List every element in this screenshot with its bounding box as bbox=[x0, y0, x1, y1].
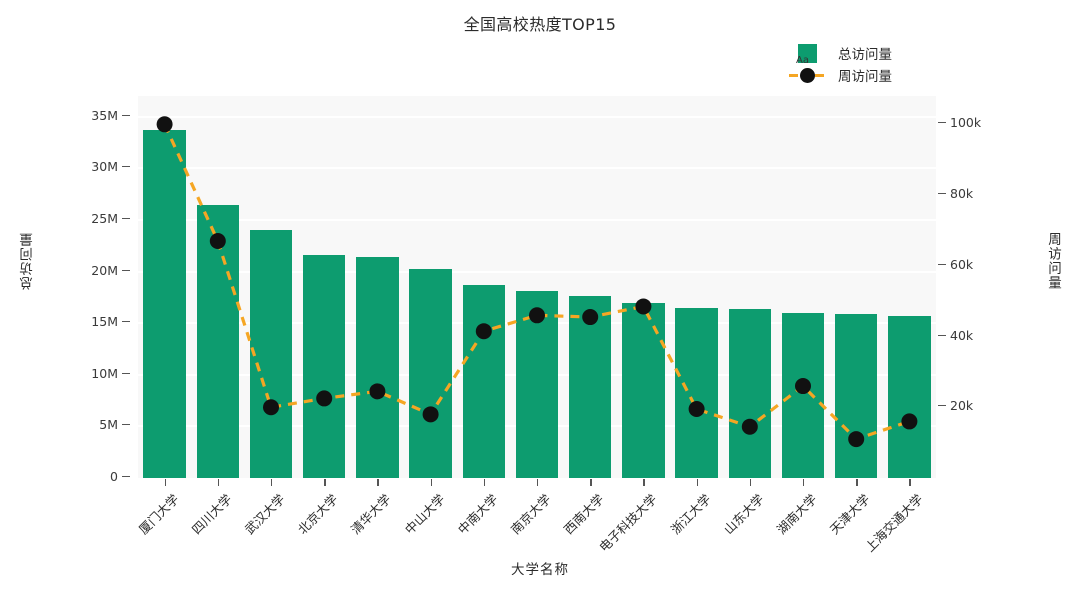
bar[interactable] bbox=[728, 308, 772, 478]
gridline bbox=[138, 115, 936, 118]
x-axis-tick-label: 清华大学 bbox=[348, 491, 395, 538]
y-axis-left-tick-label: 30M bbox=[0, 159, 130, 174]
chart-title: 全国高校热度TOP15 bbox=[463, 15, 617, 34]
line-marker[interactable] bbox=[156, 116, 173, 133]
legend-aa-text-overlay: Aa bbox=[796, 55, 809, 66]
legend-bar-key: Aa bbox=[786, 43, 828, 66]
legend-item-total-visits[interactable]: Aa 总访问量 bbox=[786, 42, 966, 66]
line-marker[interactable] bbox=[688, 401, 705, 418]
bar[interactable] bbox=[462, 284, 506, 478]
line-marker[interactable] bbox=[422, 406, 439, 423]
legend-marker-dot-icon bbox=[800, 68, 815, 83]
legend-line-key bbox=[786, 65, 828, 85]
x-axis-tick-mark bbox=[590, 479, 592, 486]
bar[interactable] bbox=[888, 315, 931, 478]
bar[interactable] bbox=[568, 296, 612, 478]
x-axis-tick-mark bbox=[856, 479, 858, 486]
line-marker[interactable] bbox=[209, 233, 226, 250]
legend-color-swatch-green bbox=[797, 43, 817, 63]
x-axis-title: 大学名称 bbox=[511, 562, 569, 578]
line-marker[interactable] bbox=[475, 323, 492, 340]
x-axis-tick-label: 山东大学 bbox=[720, 491, 767, 538]
y-axis-left-tick-label: 15M bbox=[0, 314, 130, 329]
weekly-visits-markers bbox=[156, 116, 918, 448]
y-axis-right-tick-label: 80k bbox=[938, 186, 1068, 201]
line-marker[interactable] bbox=[635, 298, 652, 315]
line-marker[interactable] bbox=[795, 378, 811, 395]
legend-label-total-visits: 总访问量 bbox=[838, 47, 892, 63]
gridline bbox=[138, 218, 936, 221]
gridline bbox=[138, 167, 936, 170]
x-axis-tick-label: 四川大学 bbox=[188, 491, 235, 538]
chart-legend: Aa 总访问量 周访问量 bbox=[786, 42, 966, 86]
y-axis-right-tick-label: 60k bbox=[938, 257, 1068, 272]
line-marker[interactable] bbox=[901, 413, 918, 430]
line-marker[interactable] bbox=[582, 309, 599, 326]
x-axis-tick-mark bbox=[377, 479, 379, 486]
plot-area bbox=[138, 96, 936, 478]
x-axis-tick-label: 北京大学 bbox=[294, 491, 341, 538]
bar[interactable] bbox=[675, 307, 718, 478]
legend-label-weekly-visits: 周访问量 bbox=[838, 69, 892, 85]
bar[interactable] bbox=[409, 269, 452, 478]
x-axis-tick-mark bbox=[164, 479, 166, 486]
y-axis-left-tick-label: 25M bbox=[0, 211, 130, 226]
x-axis-tick-mark bbox=[324, 479, 326, 486]
bar[interactable] bbox=[302, 255, 346, 478]
x-axis-tick-mark bbox=[483, 479, 486, 486]
y-axis-right-tick-label: 40k bbox=[938, 328, 1068, 343]
x-axis-tick-label: 南京大学 bbox=[507, 491, 554, 538]
x-axis-tick-label: 天津大学 bbox=[826, 491, 873, 538]
x-axis-tick-mark bbox=[909, 479, 911, 486]
line-marker[interactable] bbox=[316, 390, 333, 407]
y-axis-left-tick-label: 10M bbox=[0, 366, 130, 381]
y-axis-left-tick-label: 35M bbox=[0, 108, 130, 123]
x-axis-tick-mark bbox=[271, 479, 273, 486]
bar[interactable] bbox=[356, 257, 399, 478]
legend-item-weekly-visits[interactable]: 周访问量 bbox=[786, 64, 966, 86]
x-axis-tick-label: 中南大学 bbox=[454, 491, 501, 538]
y-axis-right-title: 周访问量 bbox=[1045, 232, 1061, 290]
bar[interactable] bbox=[834, 313, 878, 478]
x-axis-tick-mark bbox=[217, 479, 220, 486]
x-axis-tick-label: 浙江大学 bbox=[667, 491, 714, 538]
y-axis-left-tick-label: 5M bbox=[0, 417, 130, 432]
x-axis-tick-mark bbox=[430, 479, 432, 486]
x-axis-tick-label: 武汉大学 bbox=[241, 491, 288, 538]
line-marker[interactable] bbox=[529, 307, 545, 324]
x-axis-tick-label: 中山大学 bbox=[401, 491, 448, 538]
x-axis-tick-mark bbox=[749, 479, 752, 486]
line-marker[interactable] bbox=[741, 418, 758, 435]
y-axis-left-tick-label: 20M bbox=[0, 263, 130, 278]
x-axis-tick-mark bbox=[643, 479, 645, 486]
x-axis-tick-label: 厦门大学 bbox=[135, 491, 182, 538]
y-axis-right-tick-label: 100k bbox=[938, 115, 1068, 130]
y-axis-right-tick-label: 20k bbox=[938, 398, 1068, 413]
line-marker[interactable] bbox=[848, 431, 865, 448]
line-series-overlay bbox=[156, 116, 918, 448]
x-axis-tick-mark bbox=[537, 479, 539, 486]
bar[interactable] bbox=[143, 130, 186, 478]
x-axis-tick-label: 湖南大学 bbox=[773, 491, 820, 538]
x-axis-tick-label: 西南大学 bbox=[560, 491, 607, 538]
x-axis-tick-mark bbox=[696, 479, 698, 486]
x-axis-tick-mark bbox=[803, 479, 805, 486]
y-axis-left-title: 总访问量 bbox=[20, 232, 36, 290]
bar[interactable] bbox=[196, 205, 240, 478]
gridline bbox=[138, 270, 936, 273]
bar[interactable] bbox=[249, 230, 293, 478]
line-marker[interactable] bbox=[369, 383, 386, 400]
weekly-visits-line bbox=[163, 123, 910, 441]
line-marker[interactable] bbox=[263, 399, 279, 416]
y-axis-left-tick-label: 0 bbox=[0, 469, 130, 484]
